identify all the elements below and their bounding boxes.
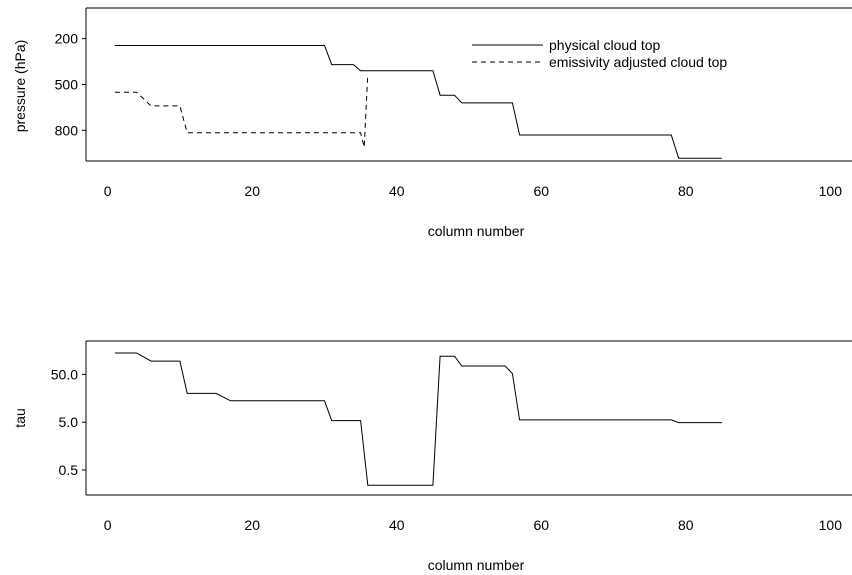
pressure-x-axis-title: column number bbox=[428, 223, 525, 239]
series-line-emissivity-adjusted-cloud-top bbox=[114, 73, 369, 148]
pressure-y-tick-label: 500 bbox=[55, 77, 79, 93]
tau-x-tick-label: 60 bbox=[533, 517, 549, 533]
series-line-tau-series-0 bbox=[114, 352, 722, 486]
pressure-y-tick-label: 800 bbox=[55, 122, 79, 138]
pressure-x-ticks: 0 20 40 60 80 100 bbox=[104, 183, 842, 199]
tau-y-axis-title: tau bbox=[12, 408, 28, 427]
tau-x-axis-title: column number bbox=[428, 557, 525, 573]
tau-series-group bbox=[114, 352, 722, 486]
tau-y-tick-label: 5.0 bbox=[59, 414, 79, 430]
tau-x-ticks: 0 20 40 60 80 100 bbox=[104, 517, 842, 533]
pressure-series-group bbox=[114, 45, 722, 159]
series-line-physical-cloud-top bbox=[114, 45, 722, 159]
legend-label-emissivity-adjusted-cloud-top: emissivity adjusted cloud top bbox=[549, 54, 727, 70]
tau-y-ticks: 0.5 5.0 50.0 bbox=[51, 366, 86, 478]
pressure-x-tick-label: 20 bbox=[244, 183, 260, 199]
pressure-x-tick-label: 40 bbox=[389, 183, 405, 199]
tau-y-tick-label: 0.5 bbox=[59, 462, 79, 478]
pressure-x-tick-label: 60 bbox=[533, 183, 549, 199]
pressure-x-tick-label: 100 bbox=[819, 183, 843, 199]
pressure-x-tick-label: 80 bbox=[678, 183, 694, 199]
legend-label-physical-cloud-top: physical cloud top bbox=[549, 37, 661, 53]
tau-chart: 0.5 5.0 50.0 0 20 40 60 80 100 column number ta… bbox=[12, 340, 852, 573]
tau-x-tick-label: 20 bbox=[244, 517, 260, 533]
pressure-y-ticks: 200 500 800 bbox=[55, 31, 86, 138]
pressure-x-tick-label: 0 bbox=[104, 183, 112, 199]
tau-x-tick-label: 80 bbox=[678, 517, 694, 533]
pressure-legend: physical cloud top emissivity adjusted c… bbox=[472, 37, 727, 70]
tau-x-tick-label: 100 bbox=[819, 517, 843, 533]
tau-axes bbox=[85, 340, 852, 496]
tau-x-tick-label: 0 bbox=[104, 517, 112, 533]
pressure-axes bbox=[85, 7, 852, 162]
pressure-chart: 200 500 800 0 20 40 60 80 100 physical cloud to… bbox=[12, 7, 852, 239]
pressure-y-axis-title: pressure (hPa) bbox=[12, 40, 28, 133]
tau-x-tick-label: 40 bbox=[389, 517, 405, 533]
tau-y-tick-label: 50.0 bbox=[51, 366, 78, 382]
pressure-y-tick-label: 200 bbox=[55, 31, 79, 47]
